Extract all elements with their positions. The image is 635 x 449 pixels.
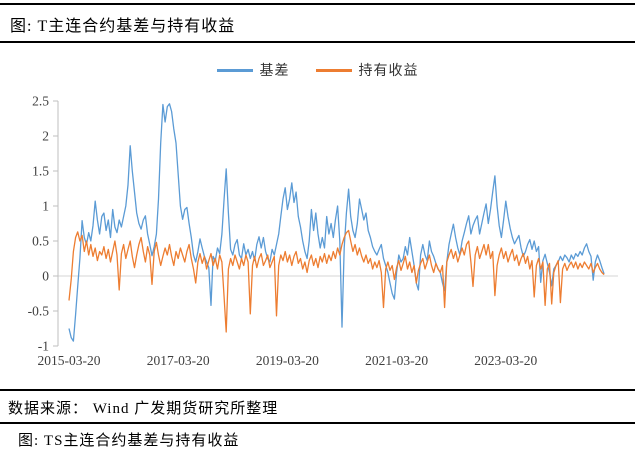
svg-text:2023-03-20: 2023-03-20 xyxy=(474,353,537,368)
svg-text:0: 0 xyxy=(42,269,49,284)
svg-text:2021-03-20: 2021-03-20 xyxy=(365,353,428,368)
figure-footer: 数据来源： Wind 广发期货研究所整理 图: TS主连合约基差与持有收益 xyxy=(0,389,635,449)
series-line-carry xyxy=(68,229,605,333)
figure-title-bar: 图: T主连合约基差与持有收益 xyxy=(0,3,635,43)
x-axis-labels: 2015-03-20 2017-03-20 2019-03-20 2021-03-20… xyxy=(38,353,538,368)
legend-label-basis: 基差 xyxy=(259,64,290,79)
svg-text:0.5: 0.5 xyxy=(32,234,49,249)
svg-text:2015-03-20: 2015-03-20 xyxy=(38,353,101,368)
svg-text:-0.5: -0.5 xyxy=(28,304,50,319)
svg-text:2017-03-20: 2017-03-20 xyxy=(147,353,210,368)
data-source-note: 数据来源： Wind 广发期货研究所整理 xyxy=(0,389,635,422)
legend-line-icon-basis xyxy=(216,68,253,72)
chart-legend: 基差 持有收益 xyxy=(0,43,635,89)
svg-text:-1: -1 xyxy=(38,339,49,354)
legend-item-basis: 基差 xyxy=(216,60,290,80)
svg-text:2.5: 2.5 xyxy=(32,94,49,109)
legend-item-carry: 持有收益 xyxy=(315,60,419,80)
next-figure-title: 图: TS主连合约基差与持有收益 xyxy=(0,422,635,449)
svg-text:2: 2 xyxy=(42,129,49,144)
figure-title: 图: T主连合约基差与持有收益 xyxy=(10,18,236,35)
legend-line-icon-carry xyxy=(315,68,352,72)
legend-label-carry: 持有收益 xyxy=(358,64,419,79)
series-line-basis xyxy=(68,103,605,342)
y-axis: 2.5 2 1.5 1 0.5 0 -0.5 -1 xyxy=(28,94,59,354)
svg-text:2019-03-20: 2019-03-20 xyxy=(256,353,319,368)
svg-text:1: 1 xyxy=(42,199,49,214)
svg-text:1.5: 1.5 xyxy=(32,164,49,179)
